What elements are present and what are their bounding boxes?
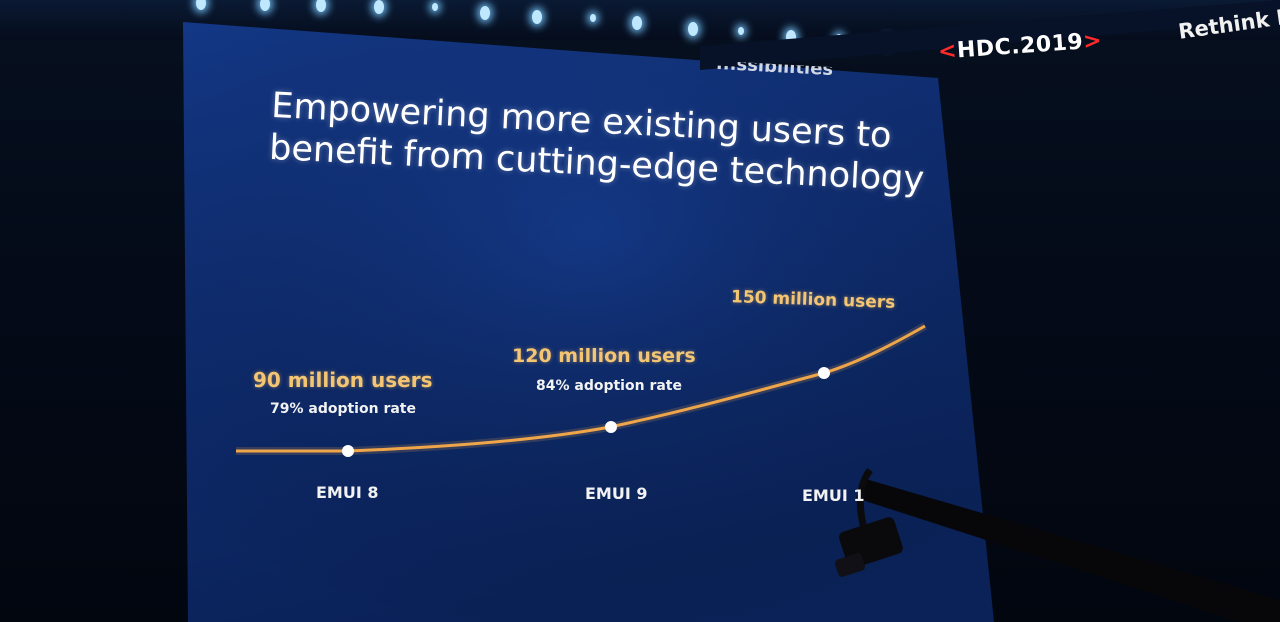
milestone-users-emui8: 90 million users bbox=[253, 368, 433, 392]
stage-light bbox=[532, 10, 542, 24]
logo-bracket-right: > bbox=[1082, 28, 1103, 55]
stage-light bbox=[196, 0, 206, 10]
milestone-marker-emui9 bbox=[605, 421, 617, 433]
milestone-marker-emui10 bbox=[818, 367, 830, 379]
milestone-version-emui8: EMUI 8 bbox=[316, 483, 379, 502]
milestone-users-emui9: 120 million users bbox=[512, 345, 696, 367]
stage-light bbox=[688, 22, 698, 36]
stage-light bbox=[374, 0, 384, 14]
milestone-adoption-emui8: 79% adoption rate bbox=[270, 401, 416, 417]
stage-light bbox=[316, 0, 326, 12]
stage-light bbox=[786, 30, 796, 44]
stage-light bbox=[432, 3, 438, 11]
top-banner-strip bbox=[700, 0, 1280, 70]
milestone-adoption-emui9: 84% adoption rate bbox=[536, 378, 682, 394]
screen-glow bbox=[183, 22, 994, 622]
stage-light bbox=[738, 27, 744, 35]
stage-light bbox=[260, 0, 270, 11]
crane-arm bbox=[856, 478, 1280, 622]
stage-light bbox=[632, 16, 642, 30]
milestone-marker-emui8 bbox=[342, 445, 354, 457]
stage-light bbox=[480, 6, 490, 20]
camera-crane bbox=[834, 467, 1280, 622]
camera-lens bbox=[834, 553, 866, 577]
milestone-version-emui10: EMUI 10 bbox=[802, 486, 876, 505]
stage-light bbox=[590, 14, 596, 22]
logo-bracket-left: < bbox=[937, 38, 958, 65]
milestone-version-emui9: EMUI 9 bbox=[585, 484, 648, 503]
